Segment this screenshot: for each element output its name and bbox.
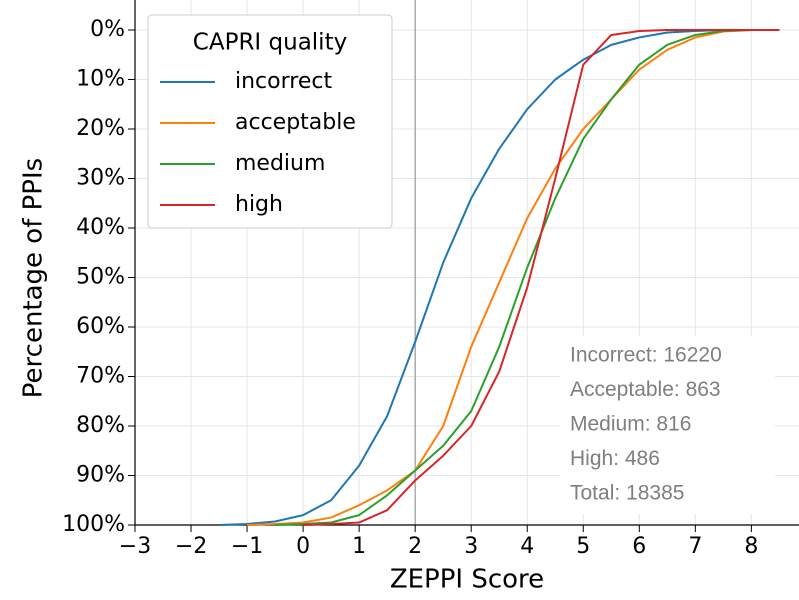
series-line xyxy=(219,29,780,526)
y-tick-label: 70% xyxy=(76,364,125,389)
y-tick-label: 90% xyxy=(76,463,125,488)
y-tick-label: 30% xyxy=(76,166,125,191)
x-tick-label: 0 xyxy=(296,534,310,559)
annotation: High: 486 xyxy=(570,447,660,470)
x-tick-label: 2 xyxy=(408,534,422,559)
x-tick-label: 3 xyxy=(464,534,478,559)
x-tick-label: 8 xyxy=(744,534,758,559)
series-line xyxy=(275,29,780,526)
y-tick-label: 20% xyxy=(76,116,125,141)
y-tick-label: 60% xyxy=(76,314,125,339)
y-axis-label: Percentage of PPIs xyxy=(19,158,49,398)
x-tick-label: 6 xyxy=(632,534,646,559)
x-tick-label: 7 xyxy=(688,534,702,559)
legend-label: incorrect xyxy=(235,69,332,94)
legend-label: high xyxy=(235,192,283,217)
x-tick-label: 4 xyxy=(520,534,534,559)
y-tick-label: 0% xyxy=(90,17,125,42)
legend-title: CAPRI quality xyxy=(193,30,347,56)
legend-box xyxy=(147,14,393,229)
series-line xyxy=(247,29,780,526)
y-tick-label: 50% xyxy=(76,265,125,290)
y-tick-label: 80% xyxy=(76,413,125,438)
legend-label: medium xyxy=(235,151,325,176)
annotation: Incorrect: 16220 xyxy=(570,344,722,367)
x-tick-label: −2 xyxy=(175,534,207,559)
y-tick-label: 40% xyxy=(76,215,125,240)
annotation-box xyxy=(560,336,775,514)
x-tick-label: −1 xyxy=(231,534,263,559)
x-tick-label: 1 xyxy=(352,534,366,559)
x-tick-label: 5 xyxy=(576,534,590,559)
y-tick-label: 100% xyxy=(62,512,125,537)
series-line xyxy=(303,29,780,526)
y-tick-label: 10% xyxy=(76,67,125,92)
annotation: Total: 18385 xyxy=(570,482,684,505)
legend-label: acceptable xyxy=(235,110,356,135)
x-tick-label: −3 xyxy=(119,534,151,559)
annotation: Acceptable: 863 xyxy=(570,378,721,401)
annotation: Medium: 816 xyxy=(570,413,691,436)
x-axis-label: ZEPPI Score xyxy=(390,565,544,595)
